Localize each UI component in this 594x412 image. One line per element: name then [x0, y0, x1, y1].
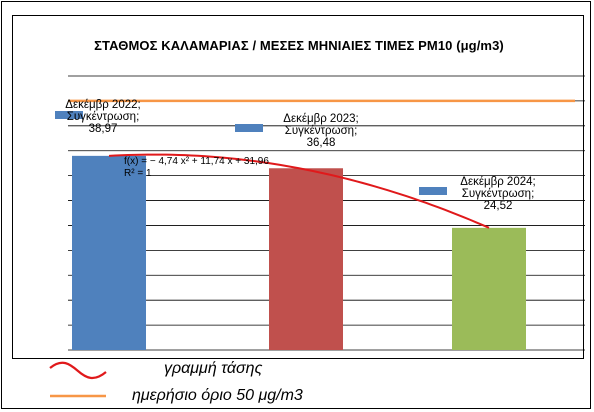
bar-2: [269, 168, 343, 350]
trendline-r-squared: R² = 1: [124, 168, 152, 179]
chart-title: ΣΤΑΘΜΟΣ ΚΑΛΑΜΑΡΙΑΣ / ΜΕΣΕΣ ΜΗΝΙΑΙΕΣ ΤΙΜΕ…: [94, 38, 504, 53]
data-label-value: 24,52: [484, 200, 513, 212]
bar-1: [72, 155, 146, 350]
trendline: [108, 153, 490, 229]
data-label-category: Δεκέμβρ 2023;: [283, 113, 358, 125]
bar-3: [452, 227, 526, 350]
bars: [72, 155, 526, 350]
legend-label-daily-limit: ημερήσιο όριο 50 μg/m3: [132, 387, 303, 404]
data-label-swatch: [419, 187, 447, 195]
data-label-category: Δεκέμβρ 2024;: [460, 176, 535, 188]
data-label-value: 36,48: [307, 137, 336, 149]
trendline-equation: f(x) = − 4,74 x² + 11,74 x + 31,96: [124, 156, 269, 167]
data-label-series: Συγκέντρωση;: [285, 125, 358, 137]
trendline-equation-group: f(x) = − 4,74 x² + 11,74 x + 31,96 R² = …: [124, 156, 269, 179]
legend-item-trendline: γραμμή τάσης: [32, 360, 362, 382]
legend-label-trendline: γραμμή τάσης: [164, 360, 263, 377]
chart-area: ΣΤΑΘΜΟΣ ΚΑΛΑΜΑΡΙΑΣ / ΜΕΣΕΣ ΜΗΝΙΑΙΕΣ ΤΙΜΕ…: [12, 15, 585, 359]
trendline-wave-icon: [49, 361, 107, 380]
data-label-series: Συγκέντρωση;: [67, 111, 140, 123]
data-label-swatch: [55, 111, 83, 119]
data-label-series: Συγκέντρωση;: [462, 188, 535, 200]
daily-limit-line-icon: [50, 394, 106, 398]
trendline-group: [108, 153, 490, 229]
data-label-category: Δεκέμβρ 2022;: [65, 99, 140, 111]
data-label-value: 38,97: [89, 123, 118, 135]
legend-item-daily-limit: ημερήσιο όριο 50 μg/m3: [32, 387, 362, 409]
data-label-swatch: [235, 124, 263, 132]
